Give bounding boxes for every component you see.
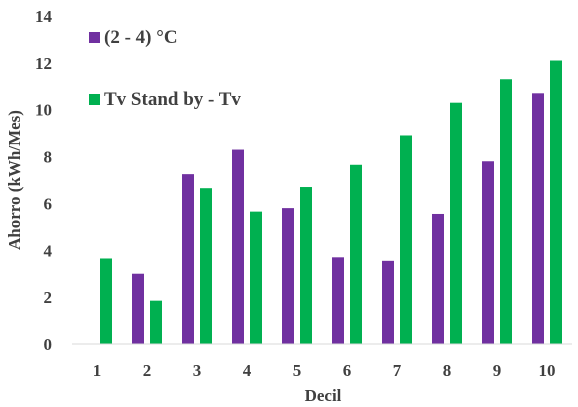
bar-series-1: [482, 161, 494, 344]
bar-series-2: [250, 211, 262, 344]
bar-series-1: [182, 174, 194, 344]
x-tick-label: 1: [93, 361, 102, 380]
bar-series-1: [532, 93, 544, 344]
x-tick-label: 4: [243, 361, 252, 380]
legend-swatch: [89, 32, 100, 43]
legend: (2 - 4) °C Tv Stand by - Tv: [89, 27, 241, 110]
x-tick-label: 6: [343, 361, 352, 380]
bar-series-2: [350, 164, 362, 344]
legend-label: Tv Stand by - Tv: [104, 89, 241, 110]
y-axis-ticks: 0 2 4 6 8 10 12 14: [35, 7, 53, 354]
x-tick-label: 2: [143, 361, 152, 380]
legend-swatch: [89, 94, 100, 105]
bar-series-2: [400, 135, 412, 344]
y-tick-label: 8: [44, 148, 53, 167]
bar-series-2: [300, 187, 312, 344]
bar-series-1: [232, 149, 244, 344]
y-tick-label: 6: [44, 194, 53, 213]
x-tick-label: 9: [493, 361, 502, 380]
bar-series-1: [432, 213, 444, 344]
legend-label: (2 - 4) °C: [104, 27, 178, 48]
bar-series-2: [150, 300, 162, 344]
bar-series-1: [382, 260, 394, 344]
bar-series-2: [450, 102, 462, 344]
bar-series-2: [100, 258, 112, 344]
bar-series-2: [500, 79, 512, 344]
x-tick-label: 8: [443, 361, 452, 380]
bar-series-1: [332, 257, 344, 344]
y-tick-label: 4: [44, 241, 53, 260]
y-axis-title: Ahorro (kWh/Mes): [5, 110, 24, 250]
x-tick-label: 10: [539, 361, 556, 380]
x-axis-title: Decil: [305, 386, 342, 405]
y-tick-label: 10: [35, 101, 52, 120]
x-tick-label: 5: [293, 361, 302, 380]
x-tick-label: 3: [193, 361, 202, 380]
x-axis-ticks: 1 2 3 4 5 6 7 8 9 10: [93, 361, 556, 380]
x-tick-label: 7: [393, 361, 402, 380]
y-tick-label: 2: [44, 288, 53, 307]
bar-series-2: [550, 60, 562, 345]
bar-series-1: [132, 273, 144, 344]
y-tick-label: 14: [35, 7, 53, 26]
bars: [100, 60, 562, 345]
bar-series-1: [282, 208, 294, 344]
bar-series-2: [200, 188, 212, 344]
y-tick-label: 0: [44, 335, 53, 354]
y-tick-label: 12: [35, 54, 52, 73]
